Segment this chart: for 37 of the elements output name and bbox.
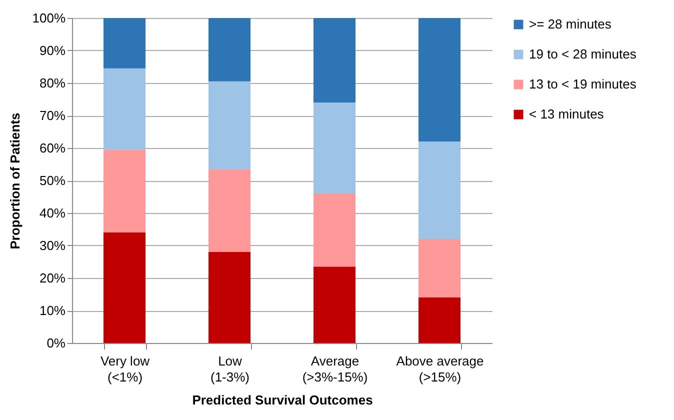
bar (104, 232, 146, 343)
y-tick-label: 80% (39, 76, 66, 90)
x-tick-label: Low (1-3%) (210, 354, 250, 384)
y-tick-label: 30% (39, 238, 66, 253)
bar (314, 266, 356, 343)
bar (104, 150, 146, 232)
legend-label: 13 to < 19 minutes (529, 76, 637, 92)
x-tick-label: Very low (<1%) (100, 354, 150, 384)
bar (208, 18, 250, 82)
bar (314, 194, 356, 267)
bar (208, 169, 250, 252)
bar (418, 298, 460, 343)
legend-label: >= 28 minutes (529, 16, 612, 32)
y-axis-title: Proportion of Patients (7, 112, 22, 250)
y-tick-label: 10% (39, 303, 66, 318)
bar (314, 102, 356, 194)
bar (208, 252, 250, 343)
y-tick-label: 50% (39, 173, 66, 188)
bar (208, 81, 250, 170)
y-tick-label: 20% (39, 270, 66, 286)
bar (418, 239, 460, 298)
x-tick-label: Above average (>15%) (396, 354, 484, 384)
bar (418, 142, 460, 239)
bar (418, 18, 460, 142)
bar (104, 68, 146, 150)
y-tick-label: 100% (32, 10, 66, 26)
y-tick-label: 60% (39, 140, 66, 156)
bar (314, 18, 356, 102)
x-tick-label: Average (>3%-15%) (302, 354, 368, 384)
bar (104, 18, 146, 68)
y-tick-label: 70% (39, 108, 66, 123)
y-tick-label: 90% (39, 43, 66, 58)
legend-label: 19 to < 28 minutes (529, 46, 637, 62)
x-axis-title: Predicted Survival Outcomes (192, 392, 373, 408)
legend-label: < 13 minutes (529, 106, 604, 122)
y-tick-label: 40% (39, 206, 66, 220)
y-tick-label: 0% (46, 336, 66, 350)
